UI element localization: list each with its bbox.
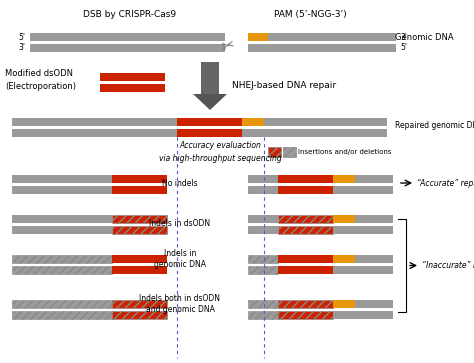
Bar: [12, 255, 112, 263]
Bar: [283, 147, 296, 157]
Text: DSB by CRISPR-Cas9: DSB by CRISPR-Cas9: [83, 10, 176, 19]
Text: PAM (5’-NGG-3’): PAM (5’-NGG-3’): [273, 10, 346, 19]
Bar: [333, 226, 393, 234]
Bar: [12, 226, 112, 234]
Bar: [12, 118, 387, 126]
Bar: [333, 266, 393, 274]
Bar: [268, 147, 281, 157]
Bar: [248, 175, 278, 183]
Bar: [112, 255, 167, 263]
Bar: [112, 226, 167, 234]
Bar: [12, 175, 112, 183]
Text: ✂: ✂: [220, 37, 236, 55]
Text: Indels in
genomic DNA: Indels in genomic DNA: [154, 249, 206, 269]
Text: No indels: No indels: [162, 179, 198, 188]
Bar: [12, 266, 112, 274]
Bar: [112, 311, 167, 319]
Bar: [333, 215, 355, 223]
Bar: [112, 300, 167, 308]
Bar: [278, 266, 333, 274]
Bar: [278, 226, 333, 234]
Text: Genomic DNA: Genomic DNA: [395, 33, 454, 42]
Bar: [201, 62, 219, 94]
Bar: [333, 311, 393, 319]
Bar: [177, 129, 242, 137]
Bar: [278, 255, 333, 263]
Bar: [112, 215, 167, 223]
Bar: [12, 129, 387, 137]
Bar: [333, 186, 393, 194]
Polygon shape: [193, 94, 227, 110]
Bar: [278, 186, 333, 194]
Bar: [278, 175, 333, 183]
Bar: [278, 311, 333, 319]
Bar: [12, 300, 112, 308]
Bar: [355, 175, 393, 183]
Bar: [248, 255, 278, 263]
Text: 3': 3': [400, 33, 407, 41]
Bar: [248, 300, 278, 308]
Bar: [12, 215, 112, 223]
Bar: [177, 118, 242, 126]
Text: 5': 5': [18, 33, 25, 41]
Bar: [112, 186, 167, 194]
Bar: [248, 226, 278, 234]
Bar: [248, 266, 278, 274]
Bar: [112, 175, 167, 183]
Bar: [248, 186, 278, 194]
Bar: [355, 215, 393, 223]
Text: NHEJ-based DNA repair: NHEJ-based DNA repair: [232, 82, 336, 90]
Text: Indels both in dsODN
and genomic DNA: Indels both in dsODN and genomic DNA: [139, 294, 220, 314]
Bar: [278, 215, 333, 223]
Text: Insertions and/or deletions: Insertions and/or deletions: [298, 149, 392, 155]
Bar: [12, 311, 112, 319]
Bar: [30, 44, 225, 52]
Text: “Inaccurate” repair: “Inaccurate” repair: [422, 261, 474, 270]
Bar: [355, 255, 393, 263]
Bar: [100, 84, 165, 92]
Text: 5': 5': [400, 42, 407, 52]
Bar: [333, 175, 355, 183]
Bar: [248, 44, 396, 52]
Bar: [248, 33, 268, 41]
Bar: [30, 33, 225, 41]
Text: 3': 3': [18, 42, 25, 52]
Text: Accuracy evaluaction
via high-throughput sequencing: Accuracy evaluaction via high-throughput…: [159, 141, 282, 163]
Bar: [248, 311, 278, 319]
Bar: [333, 255, 355, 263]
Bar: [268, 33, 396, 41]
Bar: [12, 186, 112, 194]
Text: Indels in dsODN: Indels in dsODN: [149, 219, 210, 228]
Bar: [248, 33, 396, 41]
Bar: [278, 300, 333, 308]
Bar: [112, 266, 167, 274]
Bar: [333, 300, 355, 308]
Text: Modified dsODN
(Electroporation): Modified dsODN (Electroporation): [5, 69, 76, 91]
Bar: [100, 73, 165, 81]
Text: Repaired genomic DNA: Repaired genomic DNA: [395, 122, 474, 131]
Bar: [355, 300, 393, 308]
Text: “Accurate” repair: “Accurate” repair: [417, 179, 474, 188]
Bar: [242, 118, 264, 126]
Bar: [248, 215, 278, 223]
